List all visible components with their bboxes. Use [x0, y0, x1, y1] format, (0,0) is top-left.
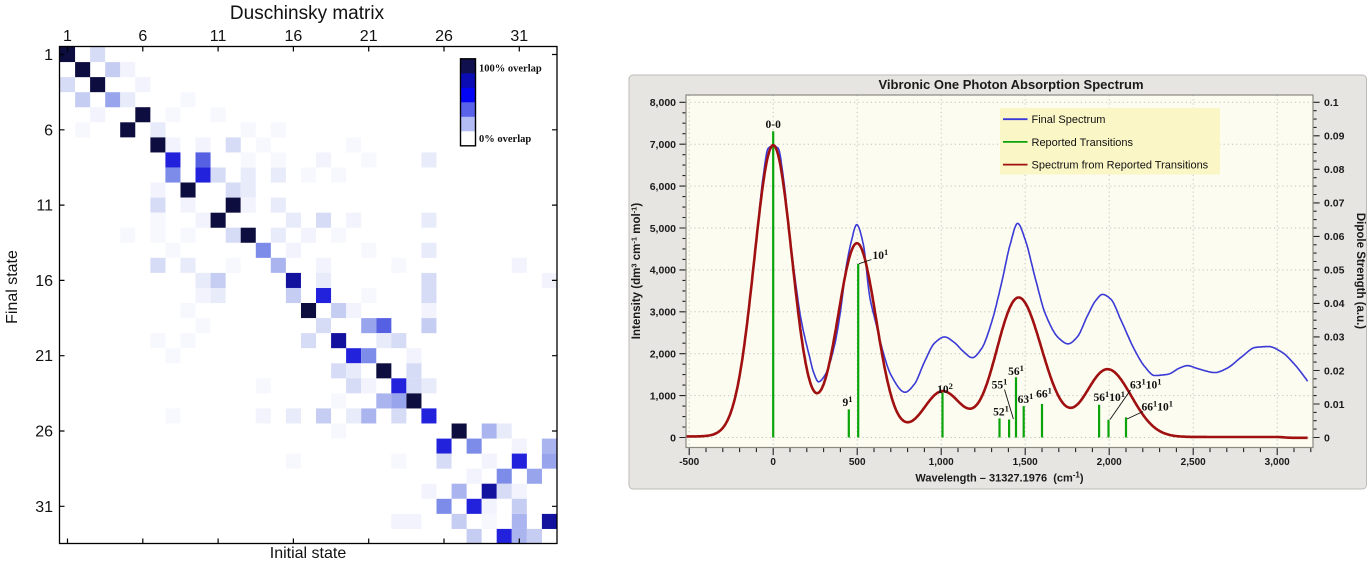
- svg-text:31: 31: [35, 499, 53, 516]
- svg-text:Final Spectrum: Final Spectrum: [1032, 114, 1106, 126]
- svg-text:6,000: 6,000: [650, 181, 676, 193]
- svg-text:21: 21: [360, 28, 378, 45]
- svg-text:Reported Transitions: Reported Transitions: [1032, 137, 1134, 149]
- svg-text:0.07: 0.07: [1324, 198, 1345, 210]
- svg-text:Wavelength – 31327.1976 (cm-1: Wavelength – 31327.1976 (cm-1): [915, 471, 1083, 485]
- svg-text:1: 1: [44, 47, 53, 64]
- svg-text:1: 1: [63, 28, 72, 45]
- svg-text:0.05: 0.05: [1324, 265, 1345, 277]
- svg-text:0.02: 0.02: [1324, 365, 1345, 377]
- svg-text:0: 0: [1324, 432, 1330, 444]
- svg-text:91: 91: [843, 394, 853, 409]
- svg-text:Duschinsky matrix: Duschinsky matrix: [230, 3, 385, 24]
- svg-text:3,000: 3,000: [1265, 457, 1290, 468]
- svg-text:4,000: 4,000: [650, 265, 676, 277]
- svg-text:661101: 661101: [1142, 399, 1174, 414]
- svg-text:Final state: Final state: [4, 250, 21, 324]
- svg-text:Dipole Strength (a.u.): Dipole Strength (a.u.): [1354, 213, 1366, 329]
- svg-text:8,000: 8,000: [650, 97, 676, 109]
- svg-text:26: 26: [35, 424, 53, 441]
- svg-text:11: 11: [210, 28, 227, 45]
- svg-text:16: 16: [35, 273, 53, 290]
- svg-text:6: 6: [44, 122, 53, 139]
- svg-text:Spectrum from Reported Transit: Spectrum from Reported Transitions: [1032, 160, 1209, 172]
- svg-text:0.09: 0.09: [1324, 131, 1345, 143]
- svg-text:0.01: 0.01: [1324, 399, 1345, 411]
- svg-text:3,000: 3,000: [650, 307, 676, 319]
- svg-text:16: 16: [285, 28, 303, 45]
- svg-text:0.04: 0.04: [1324, 298, 1345, 310]
- svg-text:561101: 561101: [1094, 389, 1126, 404]
- svg-text:Initial state: Initial state: [270, 545, 347, 562]
- svg-text:2,500: 2,500: [1181, 457, 1206, 468]
- svg-text:21: 21: [35, 348, 53, 365]
- svg-text:31: 31: [510, 28, 528, 45]
- svg-text:Intensity (dm3 cm-1 mol-1): Intensity (dm3 cm-1 mol-1): [630, 203, 644, 340]
- svg-text:0: 0: [770, 457, 776, 468]
- svg-text:5,000: 5,000: [650, 223, 676, 235]
- svg-text:0% overlap: 0% overlap: [479, 134, 531, 145]
- svg-text:2,000: 2,000: [1097, 457, 1122, 468]
- svg-text:631101: 631101: [1130, 377, 1162, 392]
- svg-text:0.06: 0.06: [1324, 231, 1345, 243]
- svg-text:Vibronic One Photon Absorption: Vibronic One Photon Absorption Spectrum: [878, 77, 1143, 92]
- svg-text:1,000: 1,000: [929, 457, 954, 468]
- svg-text:1,500: 1,500: [1013, 457, 1038, 468]
- svg-text:1,000: 1,000: [650, 390, 676, 402]
- svg-text:0.1: 0.1: [1324, 97, 1339, 109]
- svg-text:6: 6: [138, 28, 147, 45]
- svg-text:7,000: 7,000: [650, 139, 676, 151]
- svg-text:0.08: 0.08: [1324, 164, 1345, 176]
- svg-text:0.03: 0.03: [1324, 332, 1345, 344]
- svg-text:-500: -500: [679, 457, 699, 468]
- svg-text:2,000: 2,000: [650, 349, 676, 361]
- svg-text:0-0: 0-0: [766, 119, 782, 131]
- svg-text:500: 500: [849, 457, 866, 468]
- svg-text:26: 26: [435, 28, 453, 45]
- svg-text:0: 0: [670, 432, 676, 444]
- svg-text:11: 11: [36, 198, 53, 215]
- svg-text:100% overlap: 100% overlap: [479, 64, 542, 75]
